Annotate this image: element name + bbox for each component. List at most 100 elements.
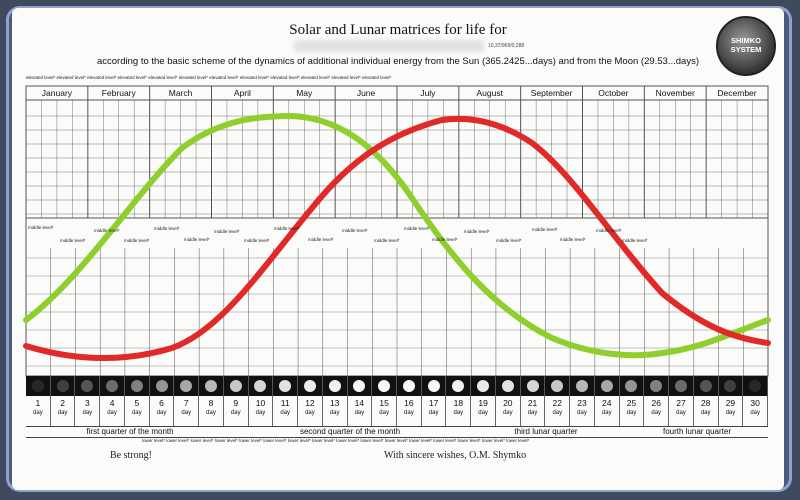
- moon-icon: [353, 380, 366, 392]
- lower-level-label: lower level*: [142, 438, 166, 443]
- quarter-label: first quarter of the month: [86, 427, 174, 436]
- lower-level-label: lower level*: [166, 438, 190, 443]
- day-label: day: [725, 410, 736, 416]
- day-label: day: [750, 410, 760, 416]
- day-cell: 21 day: [521, 396, 546, 426]
- day-cell: 12 day: [298, 396, 323, 426]
- middle-level-label: middle level*: [124, 238, 150, 243]
- day-label: day: [502, 410, 513, 416]
- day-number: 26: [651, 398, 661, 408]
- moon-icon: [501, 380, 514, 392]
- day-label: day: [651, 410, 662, 416]
- moon-icon: [699, 380, 712, 392]
- day-number: 30: [750, 398, 760, 408]
- moon-icon: [526, 380, 539, 392]
- day-cell: 22 day: [545, 396, 571, 426]
- moon-phase-cell: [471, 376, 496, 396]
- month-label: April: [233, 88, 251, 98]
- moon-phase-cell: [372, 376, 398, 396]
- day-number: 29: [725, 398, 736, 408]
- day-label: day: [107, 410, 117, 416]
- middle-level-label: middle level*: [60, 238, 86, 243]
- middle-level-label: middle level*: [214, 229, 240, 234]
- elevated-level-label: elevated level*: [239, 75, 270, 80]
- day-number: 19: [478, 398, 488, 408]
- day-number: 11: [280, 398, 290, 408]
- moon-icon: [205, 380, 217, 392]
- moon-phase-cell: [545, 376, 571, 396]
- day-label: day: [379, 410, 389, 416]
- day-label: day: [57, 410, 68, 416]
- day-number: 9: [233, 398, 239, 408]
- day-label: day: [156, 410, 167, 416]
- lunar-quarters: first quarter of the month second quarte…: [26, 426, 768, 438]
- day-number: 13: [329, 398, 340, 408]
- moon-phase-cell: [150, 376, 175, 396]
- day-label: day: [552, 410, 563, 416]
- moon-icon: [106, 380, 119, 392]
- day-label: day: [280, 410, 291, 416]
- day-cell: 30 day: [743, 396, 769, 426]
- day-label: day: [453, 410, 464, 416]
- day-label: day: [601, 410, 612, 416]
- lower-level-label: lower level*: [457, 438, 481, 443]
- moon-phase-cell: [75, 376, 101, 396]
- moon-phase-cell: [224, 376, 249, 396]
- day-number: 1: [35, 398, 41, 408]
- day-label: day: [478, 410, 488, 416]
- lower-level-label: lower level*: [336, 438, 360, 443]
- day-number: 4: [109, 398, 115, 408]
- moon-phase-cell: [694, 376, 719, 396]
- day-number: 3: [84, 398, 90, 408]
- elevated-level-label: elevated level*: [117, 75, 147, 80]
- moon-icon: [254, 380, 267, 392]
- middle-level-label: middle level*: [154, 226, 180, 231]
- moon-icon: [155, 380, 168, 392]
- day-number: 27: [676, 398, 686, 408]
- day-label: day: [676, 410, 686, 416]
- day-label: day: [131, 410, 142, 416]
- day-label: day: [404, 410, 414, 416]
- quarter-label: third lunar quarter: [514, 427, 578, 436]
- lower-level-label: lower level*: [214, 438, 238, 443]
- lower-level-label: lower level*: [409, 438, 433, 443]
- moon-phase-cell: [644, 376, 670, 396]
- day-cell: 29 day: [719, 396, 744, 426]
- moon-phase-cell: [446, 376, 472, 396]
- day-number: 7: [183, 398, 189, 408]
- elevated-level-label: elevated level*: [331, 75, 361, 80]
- day-cell: 5 day: [125, 396, 150, 426]
- moon-phase-cell: [719, 376, 744, 396]
- day-label: day: [305, 410, 315, 416]
- day-cell: 7 day: [174, 396, 200, 426]
- elevated-level-label: elevated level*: [26, 75, 56, 80]
- moon-phase-cell: [620, 376, 645, 396]
- day-label: day: [700, 410, 711, 416]
- month-label: February: [101, 88, 136, 98]
- elevated-level-row: elevated level* elevated level* elevated…: [26, 75, 391, 80]
- middle-level-label: middle level*: [184, 237, 210, 242]
- middle-level-label: middle level*: [28, 225, 54, 230]
- moon-phase-cell: [174, 376, 200, 396]
- day-number: 17: [428, 398, 439, 408]
- day-cell: 13 day: [323, 396, 348, 426]
- middle-level-label: middle level*: [464, 229, 490, 234]
- lower-level-label: lower level*: [287, 438, 311, 443]
- moon-phase-cell: [422, 376, 447, 396]
- moon-phase-cell: [595, 376, 620, 396]
- moon-icon: [402, 380, 415, 392]
- middle-level-label: middle level*: [432, 237, 458, 242]
- day-label: day: [329, 410, 340, 416]
- elevated-level-label: elevated level*: [300, 75, 331, 80]
- moon-phase-cell: [273, 376, 299, 396]
- matrix-grid-and-curves: [23, 85, 771, 377]
- day-label: day: [82, 410, 93, 416]
- lower-level-label: lower level*: [481, 438, 505, 443]
- lower-level-label: lower level*: [239, 438, 263, 443]
- matrix-sheet: Solar and Lunar matrices for life for 10…: [12, 8, 784, 490]
- moon-icon: [81, 380, 94, 392]
- moon-icon: [674, 380, 687, 392]
- elevated-level-label: elevated level*: [362, 75, 392, 80]
- moon-icon: [650, 380, 663, 392]
- lower-level-label: lower level*: [190, 438, 214, 443]
